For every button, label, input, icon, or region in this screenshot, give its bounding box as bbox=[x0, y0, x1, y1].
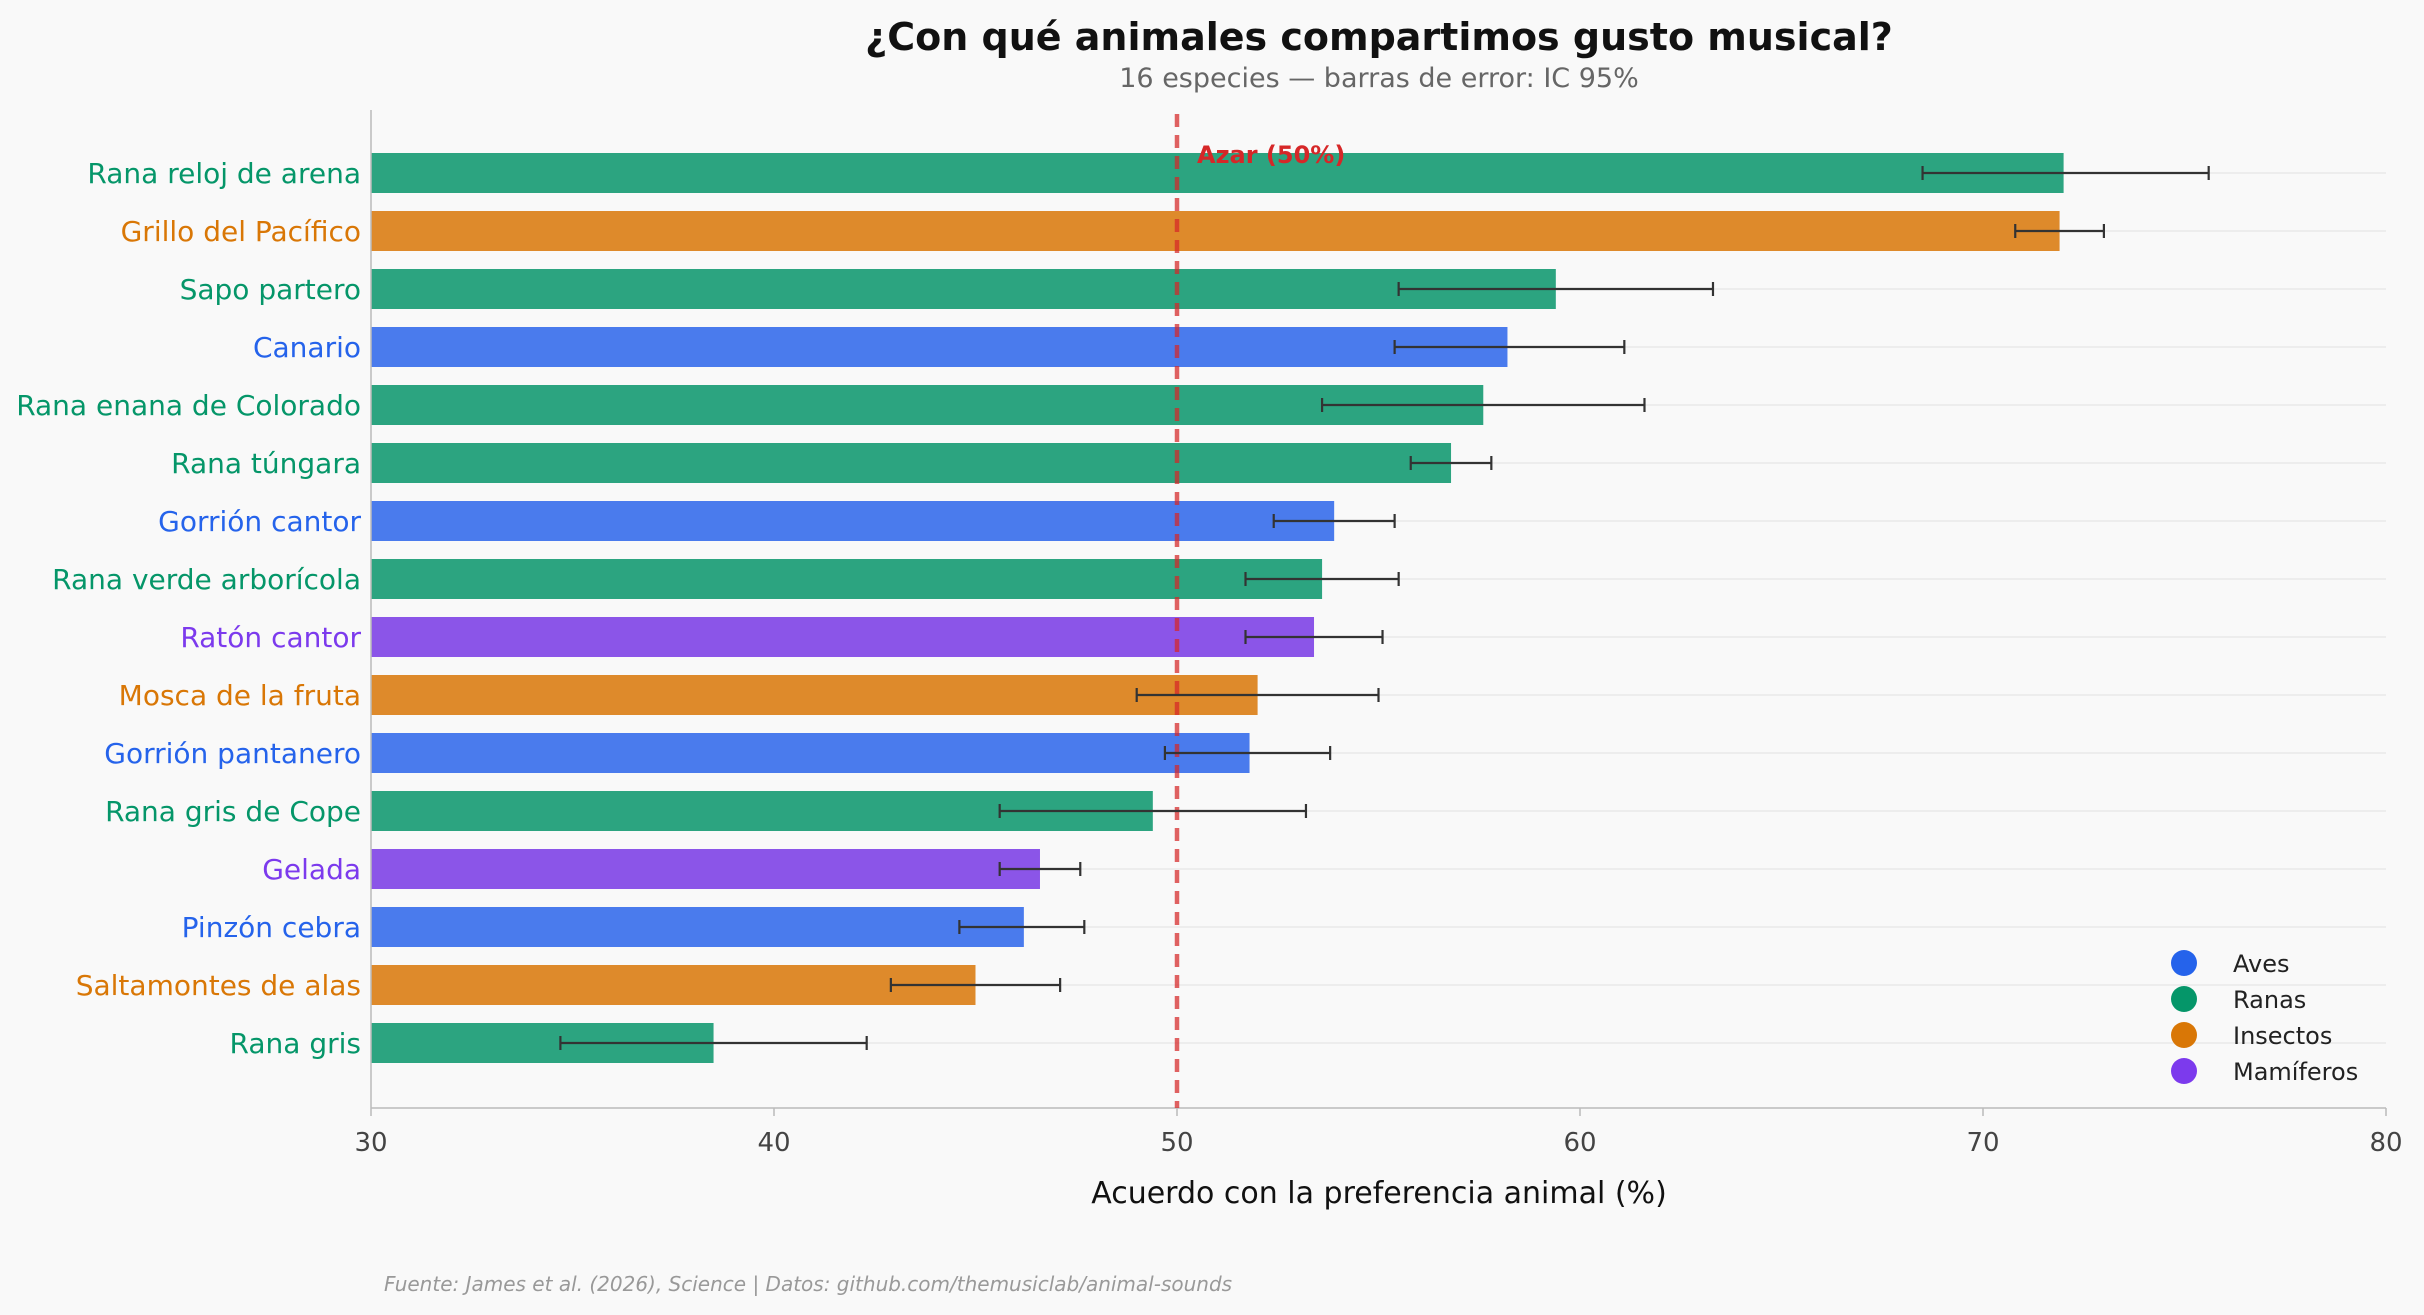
bar bbox=[371, 849, 1040, 889]
legend: Aves Ranas Insectos Mamíferos bbox=[2171, 950, 2358, 1086]
error-bars bbox=[559, 166, 2210, 1050]
bar bbox=[371, 153, 2064, 193]
category-label: Saltamontes de alas bbox=[76, 969, 361, 1002]
axes: 30 40 50 60 70 80 bbox=[354, 110, 2403, 1158]
category-label: Grillo del Pacífico bbox=[121, 215, 361, 248]
chart-title: ¿Con qué animales compartimos gusto musi… bbox=[865, 15, 1893, 59]
bar bbox=[371, 385, 1484, 425]
bar bbox=[371, 907, 1024, 947]
chance-line-group: Azar (50%) bbox=[1174, 114, 1345, 1108]
category-label: Rana gris bbox=[230, 1027, 361, 1060]
category-label: Ratón cantor bbox=[180, 621, 361, 654]
category-label: Rana reloj de arena bbox=[87, 157, 361, 190]
source-note: Fuente: James et al. (2026), Science | D… bbox=[384, 1272, 1232, 1296]
x-tick-label: 50 bbox=[1160, 1128, 1193, 1158]
bar bbox=[371, 559, 1323, 599]
bar bbox=[371, 443, 1452, 483]
bar bbox=[371, 733, 1250, 773]
x-tick-label: 70 bbox=[1966, 1128, 1999, 1158]
category-label: Pinzón cebra bbox=[182, 911, 361, 944]
chart-subtitle: 16 especies — barras de error: IC 95% bbox=[1119, 63, 1638, 94]
legend-label: Insectos bbox=[2233, 1022, 2332, 1050]
legend-marker bbox=[2171, 1058, 2197, 1084]
x-tick-label: 60 bbox=[1563, 1128, 1596, 1158]
bar bbox=[371, 617, 1315, 657]
x-tick-label: 40 bbox=[757, 1128, 790, 1158]
category-label: Rana túngara bbox=[171, 447, 361, 480]
bar bbox=[371, 675, 1258, 715]
category-label: Mosca de la fruta bbox=[119, 679, 361, 712]
chance-line-label: Azar (50%) bbox=[1197, 141, 1345, 169]
category-label: Rana verde arborícola bbox=[52, 563, 361, 596]
legend-label: Ranas bbox=[2233, 986, 2306, 1014]
legend-label: Mamíferos bbox=[2233, 1058, 2358, 1086]
x-axis-label: Acuerdo con la preferencia animal (%) bbox=[1091, 1176, 1667, 1211]
bar bbox=[371, 501, 1335, 541]
legend-marker bbox=[2171, 986, 2197, 1012]
category-label: Gelada bbox=[262, 853, 361, 886]
category-label: Rana enana de Colorado bbox=[16, 389, 361, 422]
category-label: Canario bbox=[253, 331, 361, 364]
category-label: Gorrión pantanero bbox=[104, 737, 361, 770]
bars bbox=[371, 153, 2064, 1063]
bar bbox=[371, 211, 2060, 251]
legend-marker bbox=[2171, 1022, 2197, 1048]
bar bbox=[371, 269, 1556, 309]
category-label: Rana gris de Cope bbox=[105, 795, 361, 828]
x-tick-label: 30 bbox=[354, 1128, 387, 1158]
category-label: Sapo partero bbox=[180, 273, 361, 306]
category-label: Gorrión cantor bbox=[158, 505, 361, 538]
x-tick-label: 80 bbox=[2369, 1128, 2402, 1158]
bar bbox=[371, 965, 976, 1005]
category-labels: Rana reloj de arena Grillo del Pacífico Sa… bbox=[16, 157, 361, 1060]
legend-label: Aves bbox=[2233, 950, 2289, 978]
legend-marker bbox=[2171, 950, 2197, 976]
bar bbox=[371, 327, 1508, 367]
